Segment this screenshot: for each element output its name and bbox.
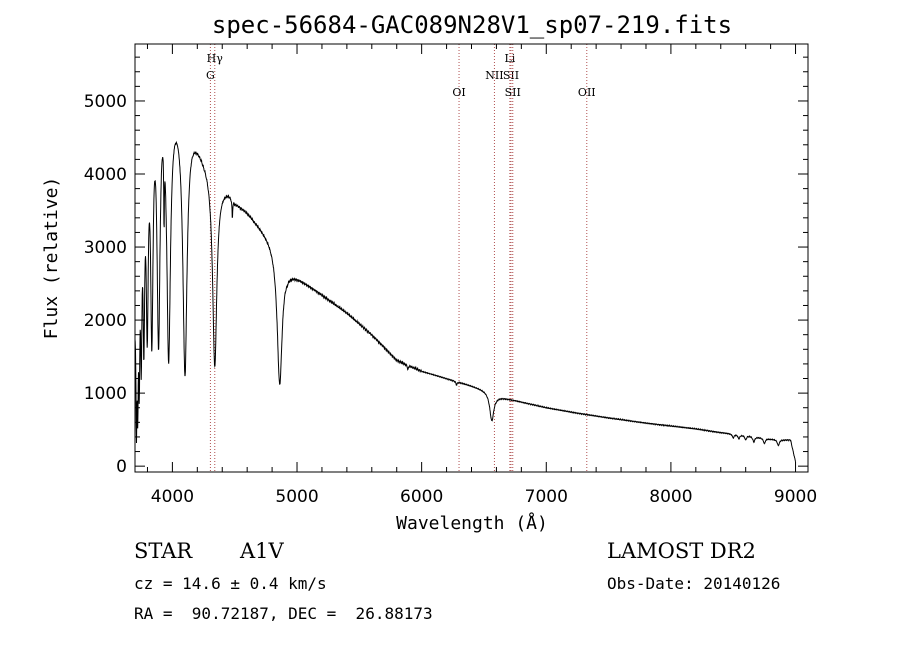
- x-tick-label-2: 6000: [400, 487, 443, 507]
- chart-title: spec-56684-GAC089N28V1_sp07-219.fits: [212, 11, 732, 39]
- observation-date: Obs-Date: 20140126: [607, 574, 781, 593]
- y-tick-label-2: 2000: [84, 311, 127, 331]
- spectral-line-label-0: Hγ: [207, 52, 224, 65]
- object-subclass: A1V: [240, 539, 284, 563]
- x-tick-label-0: 4000: [151, 487, 194, 507]
- spectral-line-label-5: SII: [503, 69, 519, 82]
- spectral-line-label-2: OI: [452, 86, 465, 99]
- axis-ticks: 4000 5000 6000 7000 8000 9000 0 1000 2000 3000 400…: [84, 44, 817, 507]
- spectral-line-label-7: OII: [578, 86, 596, 99]
- coordinates: RA = 90.72187, DEC = 26.88173: [134, 604, 433, 623]
- y-tick-label-5: 5000: [84, 92, 127, 112]
- spectral-line-label-1: G: [206, 69, 215, 82]
- y-axis-label: Flux (relative): [41, 177, 62, 340]
- plot-frame: [134, 43, 809, 473]
- x-tick-label-5: 9000: [774, 487, 817, 507]
- x-tick-label-4: 8000: [649, 487, 692, 507]
- x-tick-label-1: 5000: [275, 487, 318, 507]
- spectral-line-label-4: NII: [485, 69, 503, 82]
- survey-name: LAMOST DR2: [607, 539, 756, 563]
- y-tick-label-3: 3000: [84, 238, 127, 258]
- y-tick-label-1: 1000: [84, 384, 127, 404]
- object-type: STAR: [134, 539, 193, 563]
- x-axis-label: Wavelength (Å): [396, 512, 548, 534]
- y-tick-label-0: 0: [116, 457, 127, 477]
- spectral-line-label-3: Li: [504, 52, 515, 65]
- spectral-line-label-6: SII: [505, 86, 521, 99]
- redshift-velocity: cz = 14.6 ± 0.4 km/s: [134, 574, 327, 593]
- x-tick-label-3: 7000: [525, 487, 568, 507]
- spectrum-series-line: [134, 140, 796, 462]
- y-tick-label-4: 4000: [84, 165, 127, 185]
